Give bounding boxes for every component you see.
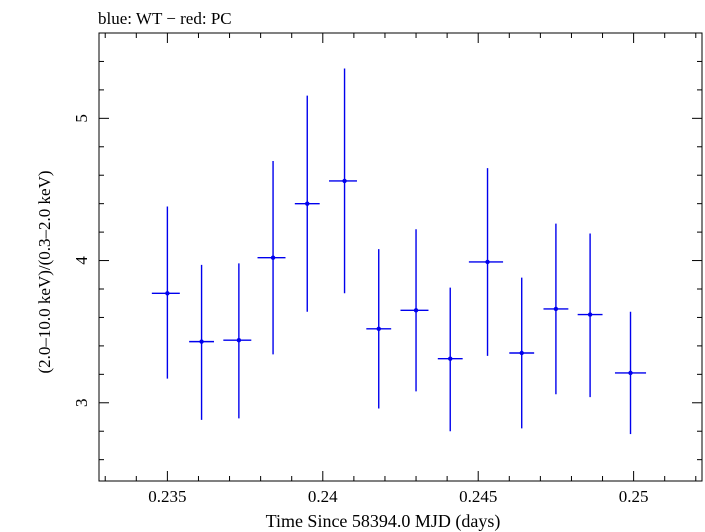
data-point <box>366 249 392 409</box>
data-marker <box>448 356 453 361</box>
data-marker <box>628 370 633 376</box>
data-point <box>400 229 429 392</box>
x-tick-label: 0.245 <box>459 487 497 506</box>
data-marker <box>553 306 559 312</box>
x-tick-label: 0.25 <box>619 487 649 506</box>
data-marker <box>342 178 347 184</box>
plot-frame <box>98 32 703 482</box>
y-tick-label: 3 <box>72 399 91 408</box>
data-marker <box>485 259 490 265</box>
data-point <box>437 287 463 432</box>
data-marker <box>413 308 419 313</box>
y-axis-label: (2.0–10.0 keV)/(0.3–2.0 keV) <box>35 170 54 373</box>
x-axis-ticks: 0.235 0.24 0.245 0.25 <box>104 33 697 506</box>
data-marker <box>519 350 524 356</box>
chart-title: blue: WT − red: PC <box>98 9 232 28</box>
y-tick-label: 5 <box>72 114 91 123</box>
data-marker <box>270 255 276 260</box>
data-point <box>577 233 603 398</box>
data-marker <box>587 312 593 317</box>
x-tick-label: 0.24 <box>308 487 338 506</box>
x-axis-label: Time Since 58394.0 MJD (days) <box>266 511 501 532</box>
y-tick-label: 4 <box>72 256 91 265</box>
data-marker <box>376 326 381 332</box>
data-point <box>189 264 215 420</box>
data-point <box>543 223 569 395</box>
data-point <box>151 206 180 379</box>
data-point <box>509 277 535 429</box>
data-marker <box>199 339 204 344</box>
data-marker <box>305 201 310 206</box>
data-point <box>294 95 320 312</box>
data-point <box>468 168 504 356</box>
data-marks <box>151 68 647 435</box>
data-point <box>329 68 357 294</box>
data-marker <box>165 291 170 296</box>
data-point <box>223 263 252 419</box>
y-axis-ticks: 3 4 5 <box>72 32 702 461</box>
data-marker <box>236 338 242 343</box>
data-point <box>614 311 647 435</box>
x-tick-label: 0.235 <box>148 487 186 506</box>
data-point <box>257 161 286 355</box>
